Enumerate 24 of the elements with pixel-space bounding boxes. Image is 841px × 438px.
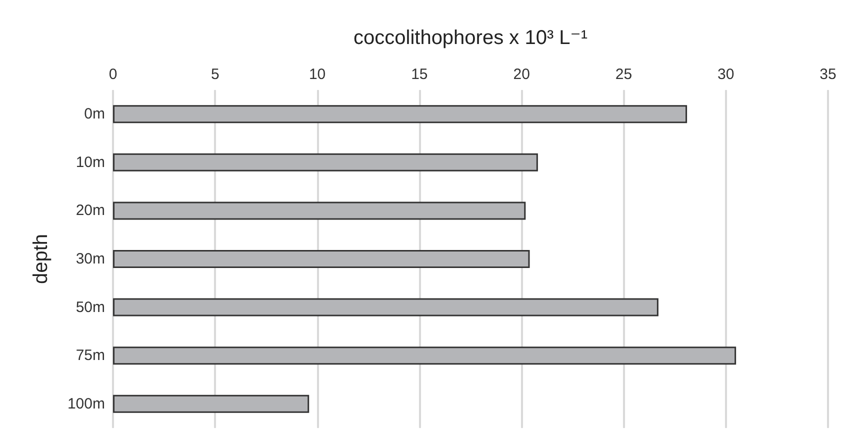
x-tick-label: 35 (820, 66, 836, 83)
bar (113, 105, 688, 124)
bar (113, 153, 538, 172)
x-axis-title: coccolithophores x 10³ L⁻¹ (353, 27, 588, 49)
x-tick-label: 5 (210, 66, 220, 83)
bar (113, 394, 310, 413)
x-tick-label: 25 (615, 66, 632, 83)
bar (113, 346, 736, 365)
y-tick-label: 0m (84, 106, 105, 123)
x-tick-label: 10 (308, 66, 326, 83)
x-tick-label: 0 (108, 66, 118, 83)
x-tick-label: 30 (718, 66, 734, 83)
bar (113, 298, 658, 316)
x-tick-label: 15 (411, 66, 428, 83)
y-tick-label: 30m (76, 250, 105, 268)
bar (113, 250, 530, 268)
y-tick-label: 10m (76, 154, 105, 171)
y-tick-label: 100m (67, 395, 105, 412)
x-tick-label: 20 (513, 66, 530, 83)
y-tick-label: 20m (76, 202, 105, 220)
y-axis-title: depth (30, 234, 52, 284)
y-tick-label: 50m (76, 298, 105, 316)
bar (113, 202, 526, 220)
y-tick-label: 75m (76, 347, 105, 364)
